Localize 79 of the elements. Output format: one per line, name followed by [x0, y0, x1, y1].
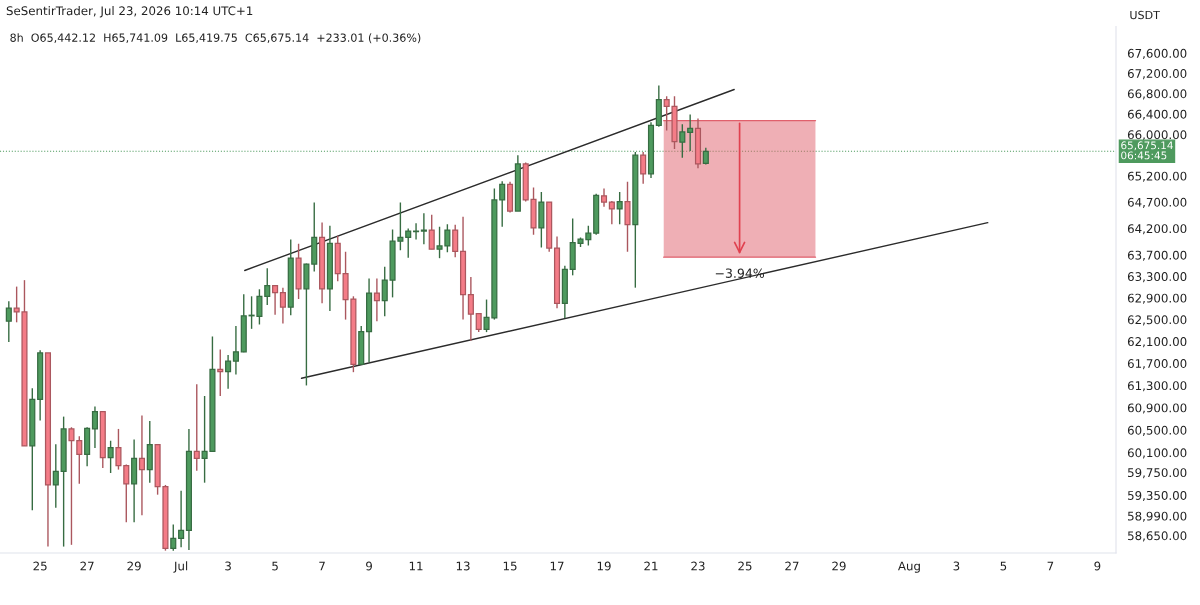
- y-tick-label: 59,750.00: [1128, 468, 1187, 479]
- candlestick: [608, 200, 615, 225]
- candlestick: [279, 286, 286, 325]
- annotation: −3.94%: [715, 268, 764, 278]
- y-tick-label: 58,650.00: [1128, 531, 1187, 542]
- candlestick: [178, 489, 185, 548]
- y-tick-label: 63,700.00: [1127, 250, 1187, 261]
- x-tick-label: 27: [80, 561, 94, 571]
- y-tick-label: 65,200.00: [1127, 171, 1187, 182]
- x-tick-label: 5: [1000, 561, 1007, 571]
- chart-title: SeSentirTrader, Jul 23, 2026 10:14 UTC+1: [6, 6, 253, 18]
- y-tick-label: 61,700.00: [1127, 359, 1187, 370]
- y-tick-label: 62,900.00: [1127, 293, 1187, 304]
- y-tick-label: 59,350.00: [1128, 490, 1187, 502]
- y-tick-label: 64,700.00: [1127, 197, 1187, 208]
- y-tick-label: 60,100.00: [1127, 448, 1187, 459]
- candlestick: [467, 276, 474, 342]
- x-tick-label: 3: [225, 561, 231, 571]
- ref-line-label: 65,675.14 06:45:45: [1121, 141, 1173, 160]
- candlestick: [217, 348, 224, 397]
- y-tick-label: 62,100.00: [1127, 337, 1187, 348]
- y-tick-label: 60,500.00: [1127, 425, 1187, 436]
- candlestick: [640, 151, 647, 185]
- y-tick-label: 67,200.00: [1127, 69, 1187, 80]
- x-tick-label: 23: [691, 561, 705, 571]
- y-tick-label: 66,800.00: [1127, 89, 1187, 100]
- x-tick-label: 11: [409, 561, 423, 571]
- x-tick-label: 17: [550, 561, 564, 571]
- x-tick-label: 9: [366, 561, 372, 571]
- candlestick: [193, 383, 200, 472]
- y-tick-label: 63,300.00: [1127, 272, 1187, 283]
- x-tick-label: 21: [644, 561, 658, 571]
- candlestick: [499, 180, 506, 228]
- candlestick: [679, 123, 686, 159]
- x-tick-label: 5: [272, 561, 278, 571]
- x-tick-label: 29: [127, 561, 141, 571]
- candlestick: [412, 222, 420, 241]
- y-tick-label: 60,900.00: [1127, 403, 1187, 414]
- x-tick-label: 9: [1094, 561, 1101, 571]
- x-tick-label: 15: [503, 561, 517, 571]
- text: 8h O65,442.12 H65,741.09 L65,419.75 C65,675.14 +233.01 (+0.36%): [10, 33, 421, 44]
- candlestick: [264, 267, 271, 306]
- y-tick-label: 66,000.00: [1127, 130, 1187, 141]
- x-tick-label: 19: [597, 561, 611, 571]
- candlestick: [138, 414, 146, 517]
- candlestick: [428, 214, 435, 250]
- x-tick-label: 7: [1047, 561, 1054, 571]
- candlestick: [624, 180, 631, 253]
- y-tick-label: 67,600.00: [1127, 48, 1187, 59]
- candlestick: [452, 224, 459, 258]
- candlestick: [225, 354, 232, 390]
- x-tick-label: 25: [738, 561, 752, 571]
- candlestick: [475, 312, 482, 333]
- candlestick: [373, 277, 380, 322]
- x-tick-label: 27: [785, 561, 799, 571]
- candlestick: [52, 443, 59, 509]
- y-tick-label: 61,300.00: [1127, 381, 1187, 392]
- x-tick-label: 3: [953, 561, 960, 571]
- candlestick: [91, 405, 99, 449]
- candlestick: [420, 212, 427, 246]
- candlestick: [272, 284, 279, 316]
- candlestick: [405, 227, 412, 259]
- y-axis-title: USDT: [1130, 10, 1160, 20]
- x-tick-label: 13: [456, 561, 470, 571]
- candlestick: [600, 187, 608, 208]
- x-tick-label: 25: [33, 561, 47, 571]
- y-tick-label: 66,400.00: [1127, 109, 1187, 120]
- x-tick-label: 7: [319, 561, 325, 571]
- x-tick-label: Jul: [173, 561, 188, 573]
- x-tick-label: 29: [832, 561, 846, 571]
- y-tick-label: 62,500.00: [1127, 315, 1187, 326]
- candlestick: [170, 523, 177, 552]
- candlestick: [616, 191, 623, 225]
- x-tick-label: Aug: [898, 561, 920, 573]
- y-tick-label: 64,200.00: [1127, 224, 1187, 235]
- candlestick: [107, 440, 114, 474]
- candlestick: [5, 300, 12, 343]
- candlestick: [232, 325, 239, 376]
- y-tick-label: 58,990.00: [1128, 511, 1187, 522]
